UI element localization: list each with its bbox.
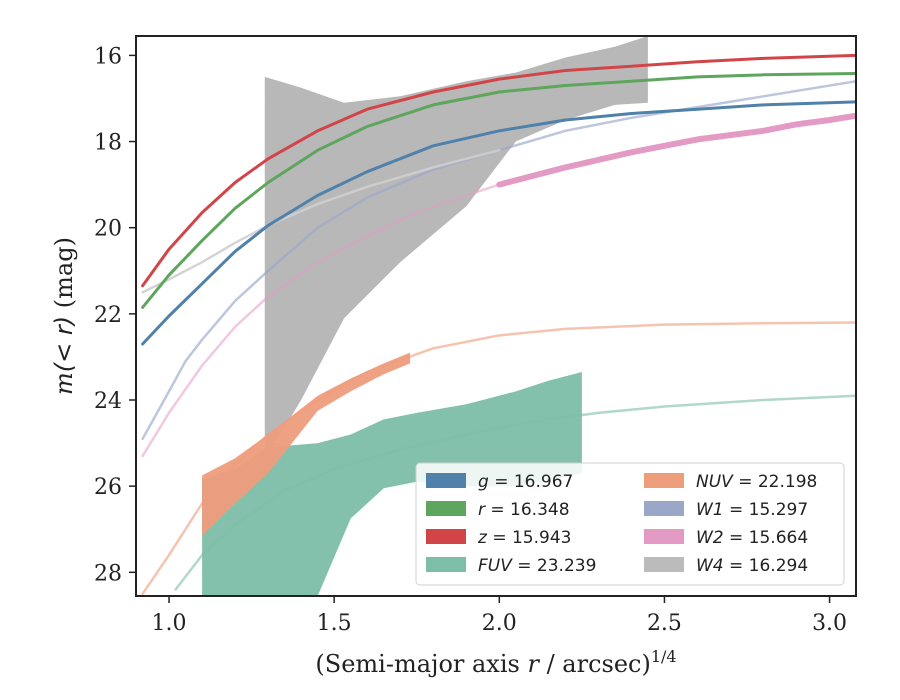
x-tick-label: 3.0 — [812, 611, 847, 636]
legend-swatch-w1 — [644, 501, 684, 516]
curve-z-11 — [141, 53, 856, 288]
y-tick-label: 28 — [94, 561, 122, 586]
legend: g = 16.967 r = 16.348 z = 15.943 FUV = 23.2… — [415, 462, 845, 586]
legend-label-z: z = 15.943 — [477, 528, 571, 548]
legend-swatch-g — [426, 473, 466, 488]
legend-label-w4: W4 = 16.294 — [696, 556, 808, 576]
y-tick-label: 18 — [94, 131, 122, 156]
y-axis: 16 18 20 22 24 26 28 — [94, 44, 136, 586]
legend-swatch-r — [426, 501, 466, 516]
y-tick-label: 16 — [94, 44, 122, 69]
legend-label-nuv: NUV = 22.198 — [696, 472, 817, 492]
legend-swatch-fuv — [426, 557, 466, 572]
curve-r-10 — [141, 72, 856, 309]
band-fuv — [202, 372, 582, 596]
x-axis: 1.0 1.5 2.0 2.5 3.0 — [152, 596, 847, 636]
x-tick-label: 2.5 — [647, 611, 682, 636]
legend-swatch-w2 — [644, 529, 684, 544]
x-axis-label: (Semi-major axis r / arcsec)1/4 — [315, 647, 676, 678]
y-tick-label: 20 — [94, 217, 122, 242]
curve-fuv-4 — [174, 394, 856, 591]
legend-swatch-w4 — [644, 557, 684, 572]
x-tick-label: 2.0 — [482, 611, 517, 636]
y-axis-label: m(< r) (mag) — [50, 237, 78, 395]
curve-nuv-3 — [141, 321, 856, 596]
legend-swatch-z — [426, 529, 466, 544]
plot-frame — [135, 35, 857, 597]
legend-label-w1: W1 = 15.297 — [696, 500, 808, 520]
y-tick-label: 26 — [94, 475, 122, 500]
y-tick-label: 22 — [94, 303, 122, 328]
legend-box — [415, 462, 845, 586]
curve-g-9 — [141, 100, 856, 346]
legend-swatch-nuv — [644, 473, 684, 488]
band-w4 — [264, 36, 648, 461]
legend-label-fuv: FUV = 23.239 — [478, 556, 596, 576]
x-tick-label: 1.5 — [317, 611, 352, 636]
legend-label-r: r = 16.348 — [478, 500, 570, 520]
band-nuv — [202, 352, 411, 536]
plot-series — [141, 36, 856, 596]
y-tick-label: 24 — [94, 389, 122, 414]
x-tick-label: 1.0 — [152, 611, 187, 636]
curve-w2-6 — [141, 183, 501, 458]
legend-label-g: g = 16.967 — [478, 472, 573, 492]
legend-label-w2: W2 = 15.664 — [696, 528, 808, 548]
curve-w2-7 — [496, 112, 856, 188]
